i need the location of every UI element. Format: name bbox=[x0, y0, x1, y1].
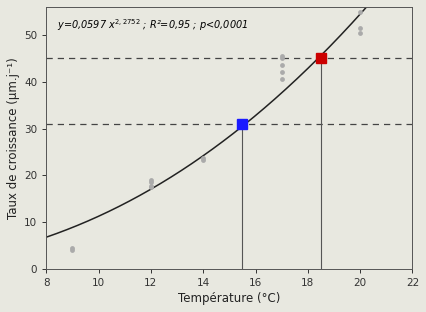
Point bbox=[357, 9, 363, 14]
Point bbox=[357, 26, 363, 31]
Point bbox=[147, 180, 154, 185]
Point bbox=[278, 63, 285, 68]
Point bbox=[357, 30, 363, 35]
Y-axis label: Taux de croissance (μm.j⁻¹): Taux de croissance (μm.j⁻¹) bbox=[7, 57, 20, 219]
Point bbox=[278, 77, 285, 82]
Point bbox=[69, 245, 76, 250]
Point bbox=[278, 70, 285, 75]
Text: y=0,0597 x$^{2,2752}$ ; R²=0,95 ; p<0,0001: y=0,0597 x$^{2,2752}$ ; R²=0,95 ; p<0,00… bbox=[57, 17, 249, 33]
Point bbox=[200, 155, 207, 160]
Point bbox=[147, 184, 154, 189]
Point bbox=[147, 178, 154, 183]
Point bbox=[200, 158, 207, 163]
Point bbox=[278, 54, 285, 59]
X-axis label: Température (°C): Température (°C) bbox=[178, 292, 281, 305]
Point bbox=[278, 56, 285, 61]
Point bbox=[147, 183, 154, 188]
Point bbox=[69, 248, 76, 253]
